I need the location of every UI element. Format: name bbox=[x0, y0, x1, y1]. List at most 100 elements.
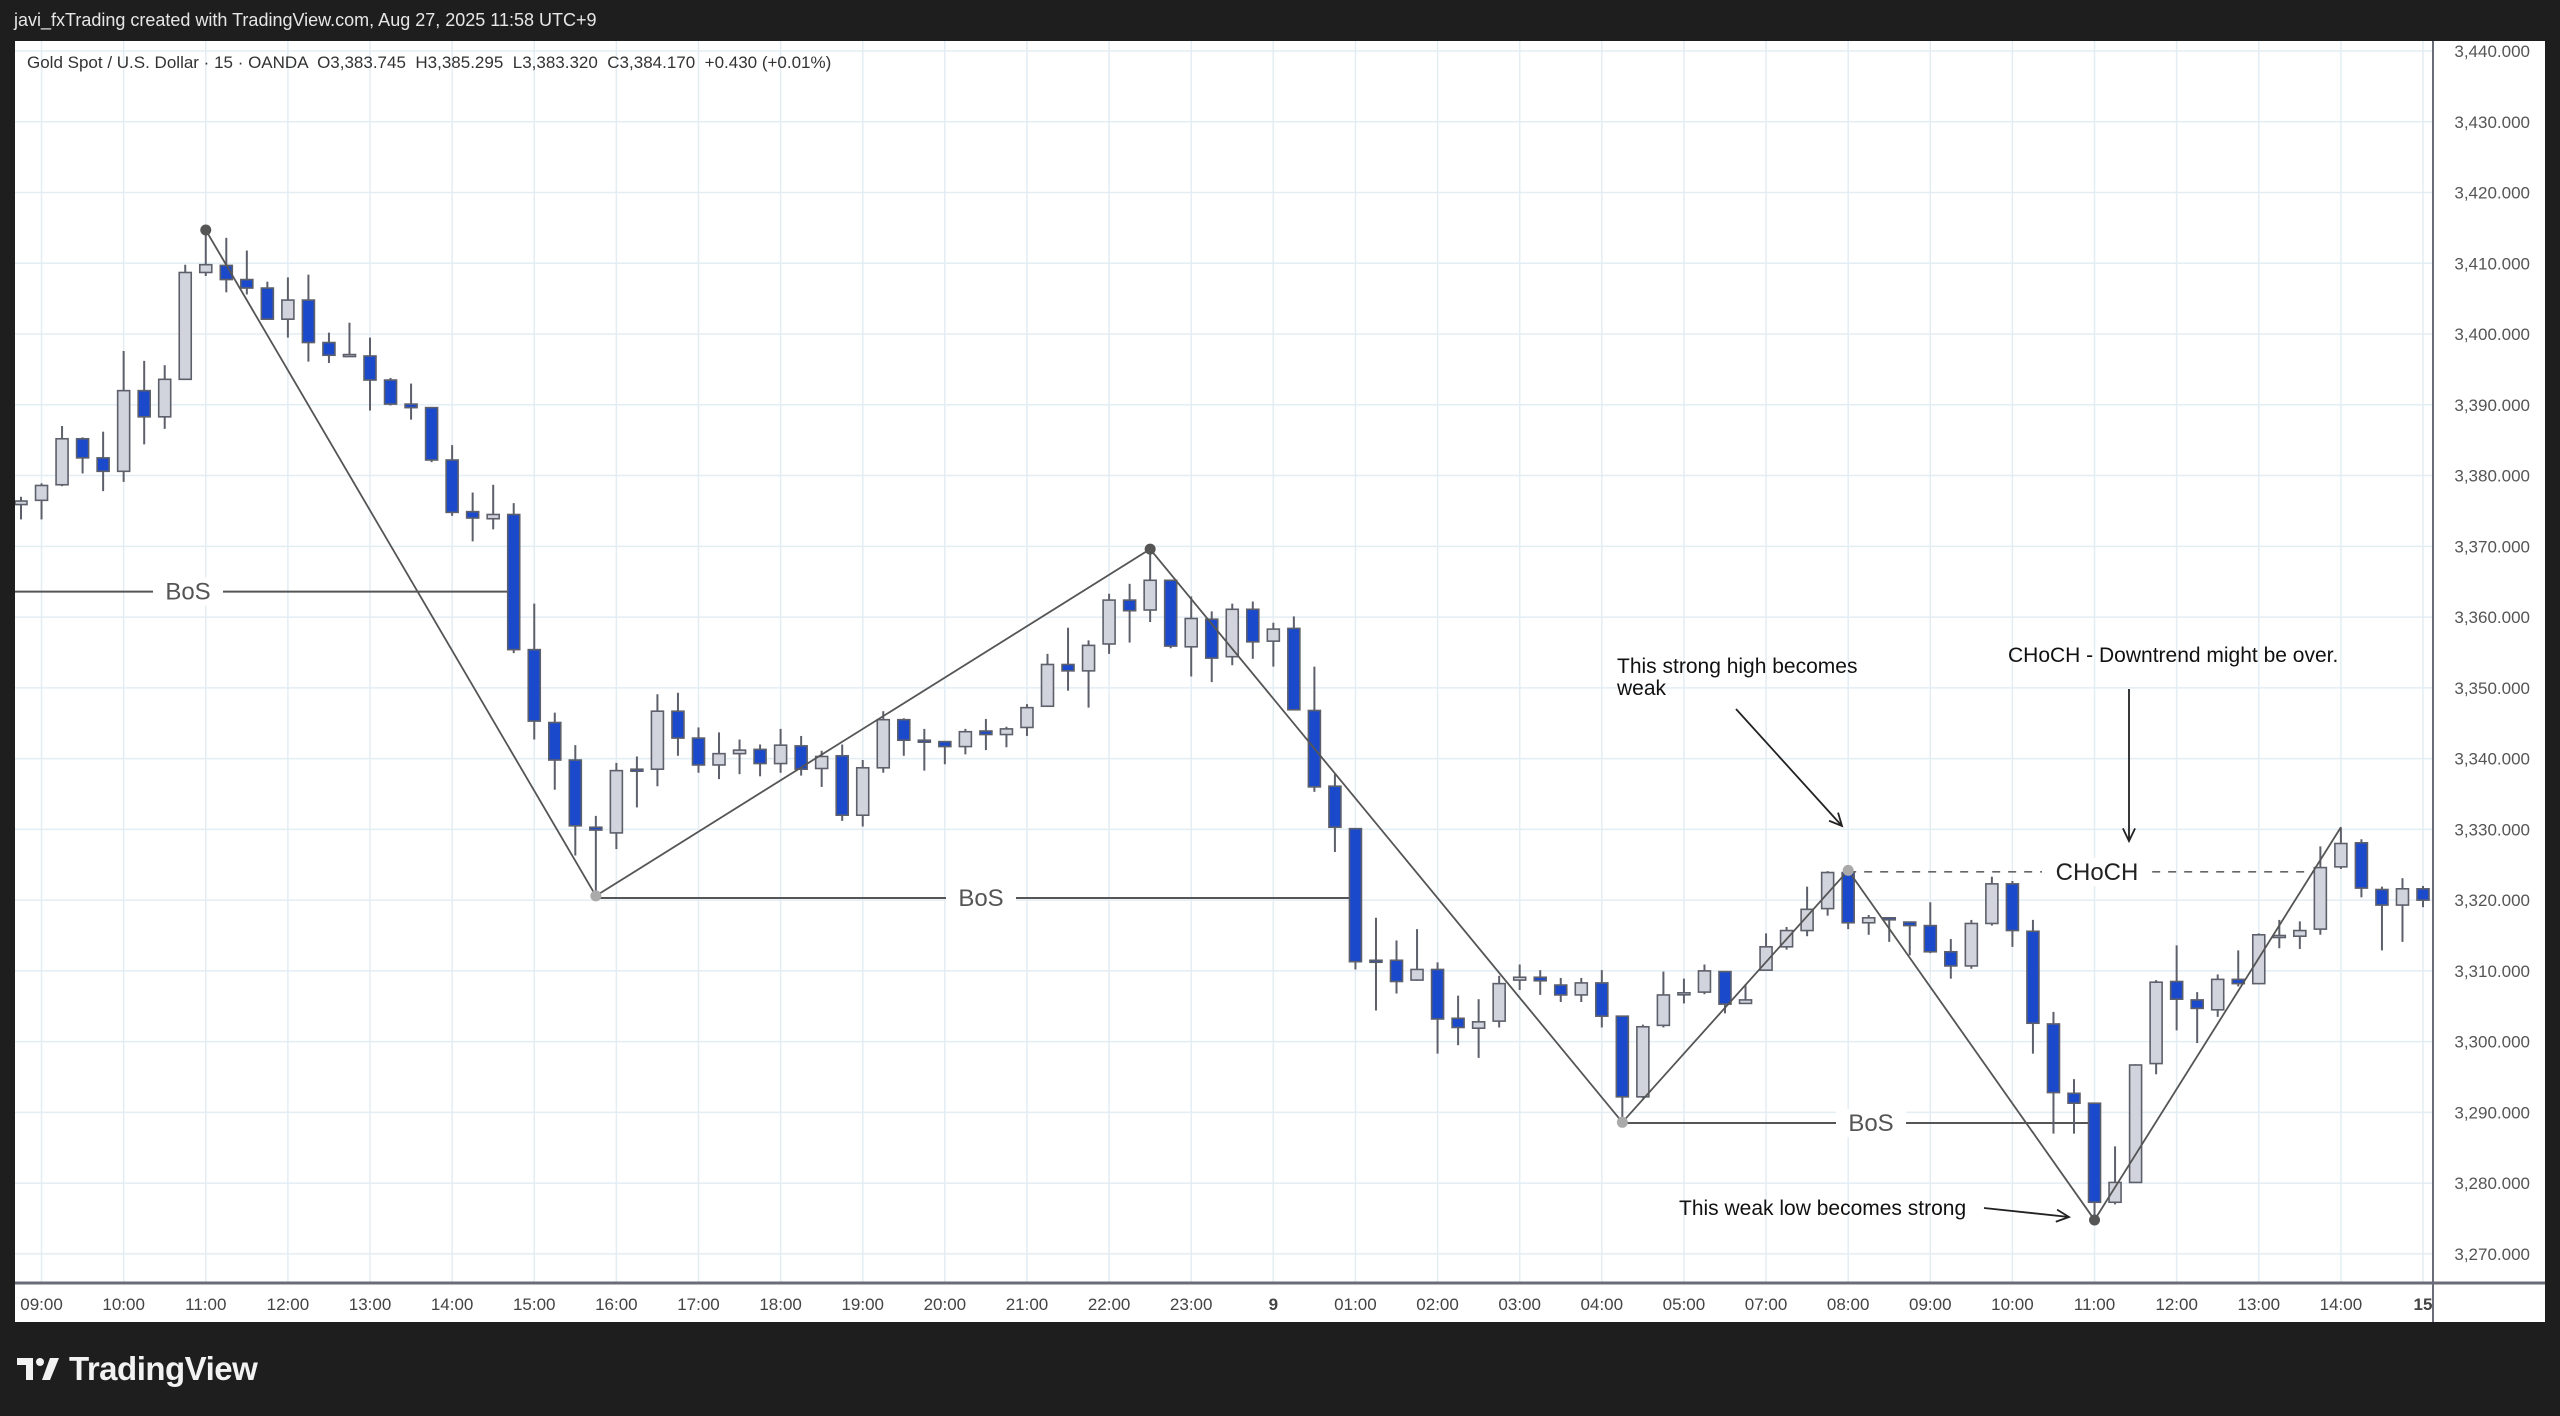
candle-body-down bbox=[445, 459, 459, 514]
candle-body-down bbox=[2087, 1102, 2102, 1204]
candle bbox=[2005, 881, 2020, 947]
candle bbox=[445, 445, 459, 516]
candle bbox=[712, 732, 726, 780]
zigzag-drawing[interactable] bbox=[200, 224, 2342, 1226]
candle-body-up bbox=[999, 728, 1014, 736]
choch-arrow[interactable] bbox=[2122, 689, 2136, 844]
price-tick-label: 3,440.000 bbox=[2454, 42, 2530, 61]
candle-body-up bbox=[1143, 579, 1157, 611]
chart-panel bbox=[15, 41, 2545, 1322]
candle-body-down bbox=[896, 718, 911, 742]
candle bbox=[2210, 974, 2225, 1017]
candle-body-up bbox=[116, 389, 131, 473]
time-tick-label: 14:00 bbox=[2320, 1295, 2363, 1314]
candle bbox=[732, 739, 747, 775]
candle bbox=[1122, 583, 1137, 643]
candle-body-up bbox=[732, 749, 747, 755]
time-tick-label: 9 bbox=[1269, 1295, 1278, 1314]
time-tick-label: 05:00 bbox=[1663, 1295, 1706, 1314]
weak-low-note[interactable]: This weak low becomes strong bbox=[1679, 1197, 1967, 1220]
candle-body-up bbox=[34, 484, 49, 502]
candle-body-down bbox=[96, 457, 110, 473]
candle-body-up bbox=[1102, 599, 1116, 645]
choch-note[interactable]: CHoCH - Downtrend might be over. bbox=[2008, 644, 2339, 667]
swing-point-marker[interactable] bbox=[1842, 864, 1854, 876]
swing-point-marker[interactable] bbox=[200, 224, 212, 236]
label-backdrop bbox=[946, 883, 1016, 912]
tradingview-logo-icon bbox=[17, 1358, 59, 1380]
candle bbox=[137, 360, 151, 445]
candle-body-up bbox=[1081, 644, 1096, 672]
strong-high-arrow[interactable] bbox=[1735, 708, 1844, 828]
candle-body-up bbox=[157, 378, 172, 418]
candle bbox=[465, 492, 480, 542]
swing-point-marker[interactable] bbox=[590, 890, 602, 902]
time-tick-label: 02:00 bbox=[1416, 1295, 1459, 1314]
symbol-name[interactable]: Gold Spot / U.S. Dollar · 15 · OANDA bbox=[27, 53, 308, 72]
symbol-legend: Gold Spot / U.S. Dollar · 15 · OANDA O3,… bbox=[27, 53, 831, 73]
candle bbox=[2395, 878, 2410, 942]
price-axis[interactable] bbox=[2433, 41, 2545, 1283]
candle bbox=[2067, 1079, 2081, 1134]
candle bbox=[2375, 886, 2389, 951]
weak-low-arrow[interactable] bbox=[1983, 1207, 2072, 1223]
candle-body-up bbox=[814, 755, 829, 770]
candle bbox=[1307, 666, 1322, 792]
candle bbox=[240, 250, 254, 295]
bos-label: BoS bbox=[165, 579, 210, 606]
watermark-header: javi_fxTrading created with TradingView.… bbox=[14, 10, 597, 30]
candle-body-up bbox=[609, 769, 624, 834]
candle bbox=[773, 728, 788, 773]
candle bbox=[363, 337, 377, 411]
time-axis[interactable] bbox=[15, 1284, 2433, 1322]
candle bbox=[157, 365, 172, 429]
candle-body-down bbox=[1061, 663, 1075, 672]
time-tick-label: 13:00 bbox=[349, 1295, 392, 1314]
candle bbox=[589, 815, 603, 896]
candle bbox=[2046, 1011, 2061, 1134]
candle-body-down bbox=[2169, 980, 2184, 1000]
time-tick-label: 03:00 bbox=[1498, 1295, 1541, 1314]
candle-body-down bbox=[630, 768, 644, 773]
strong-high-note[interactable]: This strong high becomes weak bbox=[1617, 655, 1858, 700]
candle-body-up bbox=[712, 752, 726, 766]
candle bbox=[1902, 921, 1917, 956]
price-tick-label: 3,400.000 bbox=[2454, 325, 2530, 344]
candle-body-down bbox=[2190, 999, 2204, 1010]
candle-body-up bbox=[1574, 982, 1589, 996]
candle bbox=[1697, 964, 1712, 995]
candle bbox=[979, 718, 993, 751]
candle-body-up bbox=[2334, 842, 2348, 868]
candle bbox=[2026, 919, 2040, 1054]
candle bbox=[178, 264, 193, 381]
time-tick-label: 15:00 bbox=[513, 1295, 556, 1314]
candle bbox=[1348, 827, 1363, 970]
ohlc-open: O3,383.745 bbox=[317, 53, 406, 72]
price-tick-label: 3,310.000 bbox=[2454, 962, 2530, 981]
candle bbox=[96, 431, 110, 492]
tradingview-logo[interactable]: TradingView bbox=[17, 1350, 258, 1388]
candle-body-up bbox=[650, 710, 665, 771]
candle-body-down bbox=[589, 826, 603, 831]
candle bbox=[2416, 885, 2430, 908]
candle bbox=[34, 483, 49, 520]
annotation-arrows[interactable] bbox=[1735, 689, 2136, 1223]
candle-body-down bbox=[137, 389, 151, 418]
candle bbox=[753, 744, 767, 777]
swing-point-marker[interactable] bbox=[1616, 1116, 1628, 1128]
candle bbox=[1985, 876, 1999, 926]
candle bbox=[1061, 627, 1075, 691]
candle bbox=[2190, 992, 2204, 1044]
candle-body-up bbox=[958, 730, 973, 748]
swing-point-marker[interactable] bbox=[1144, 543, 1156, 555]
candle-body-down bbox=[1163, 579, 1178, 647]
swing-point-marker[interactable] bbox=[2089, 1214, 2101, 1226]
candle-body-up bbox=[2313, 866, 2328, 930]
candle-body-up bbox=[1040, 663, 1055, 708]
candle bbox=[342, 322, 357, 358]
candle bbox=[1718, 970, 1732, 1014]
level-labels: BoS BoS BoS CHoCH bbox=[153, 577, 2152, 1138]
candle-body-up bbox=[1492, 982, 1506, 1022]
candle bbox=[15, 496, 28, 520]
